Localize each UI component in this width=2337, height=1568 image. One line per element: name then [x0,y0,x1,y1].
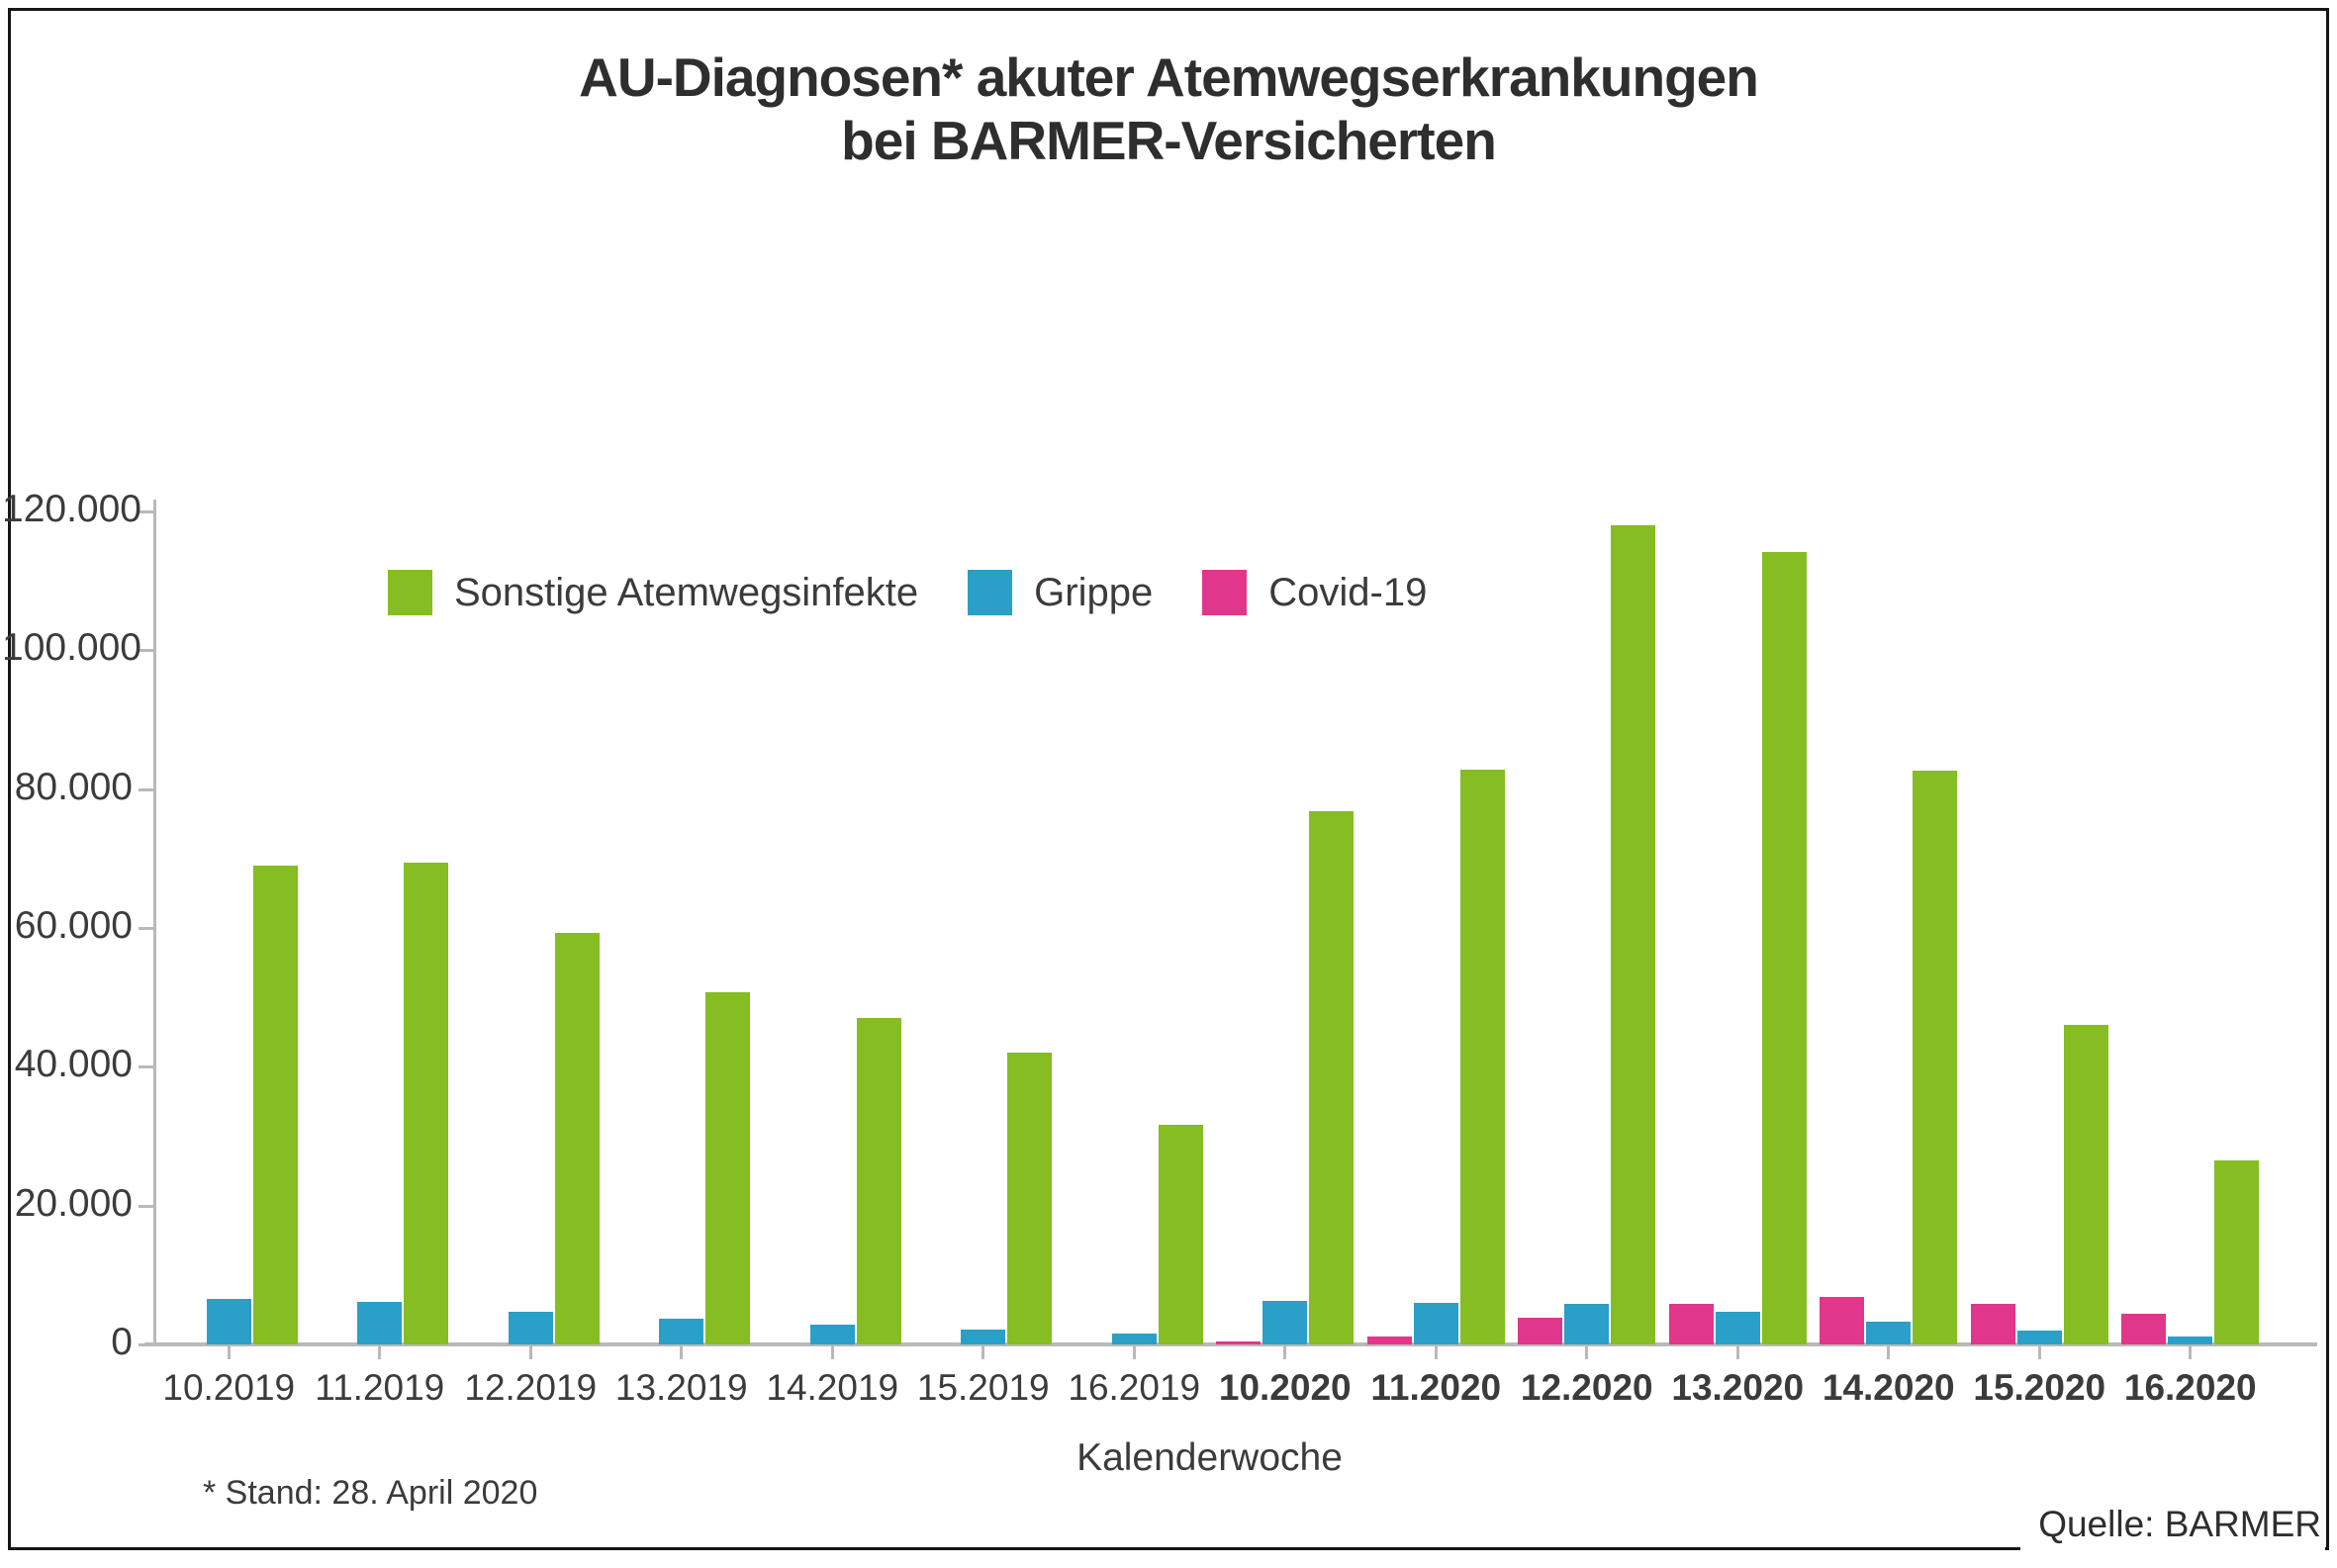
legend-item-covid: Covid-19 [1202,570,1427,615]
y-axis-tick-label: 0 [111,1321,133,1363]
legend-label-sonstige: Sonstige Atemwegsinfekte [454,570,919,614]
x-axis-label-16.2019: 16.2019 [1068,1367,1201,1408]
x-axis-tick [1132,1346,1136,1359]
y-axis-tick-label: 40.000 [14,1043,133,1086]
x-axis-tick [378,1346,382,1359]
bar-covid-19-10.2020 [1216,1341,1261,1344]
x-axis-label-10.2019: 10.2019 [162,1367,296,1408]
bar-grippe-10.2019 [207,1299,251,1344]
x-axis-label-15.2020: 15.2020 [1973,1367,2106,1408]
bar-sonstige-atemwegsinfekte-16.2020 [2214,1160,2259,1344]
bar-sonstige-atemwegsinfekte-14.2019 [857,1018,901,1344]
bar-grippe-13.2020 [1716,1312,1760,1344]
y-axis-tick [139,1204,153,1208]
x-axis-label-15.2019: 15.2019 [916,1367,1050,1408]
bar-sonstige-atemwegsinfekte-15.2020 [2064,1025,2108,1344]
legend-item-sonstige: Sonstige Atemwegsinfekte [388,570,918,615]
bar-grippe-10.2020 [1262,1301,1307,1344]
x-axis-line [144,1342,2317,1346]
bar-grippe-13.2019 [659,1319,703,1344]
bar-grippe-15.2019 [961,1330,1005,1344]
x-axis-tick [1434,1346,1438,1359]
bar-grippe-11.2019 [357,1302,402,1344]
x-axis-tick [2189,1346,2193,1359]
bar-grippe-14.2020 [1866,1322,1911,1344]
y-axis-tick-label: 20.000 [14,1181,133,1225]
x-axis-label-10.2020: 10.2020 [1218,1367,1352,1408]
grippe-swatch-icon [968,570,1013,615]
y-axis-tick [139,510,153,513]
bar-sonstige-atemwegsinfekte-15.2019 [1007,1053,1052,1344]
bar-grippe-12.2020 [1564,1304,1609,1344]
x-axis-tick [982,1346,985,1359]
x-axis-label-12.2020: 12.2020 [1520,1367,1653,1408]
bar-covid-19-11.2020 [1367,1337,1412,1344]
x-axis-tick [1887,1346,1891,1359]
x-axis-title: Kalenderwoche [1076,1436,1343,1479]
bar-sonstige-atemwegsinfekte-11.2020 [1460,770,1505,1344]
bar-grippe-15.2020 [2017,1331,2062,1344]
covid-swatch-icon [1202,570,1248,615]
y-axis-tick [139,1343,153,1346]
bar-sonstige-atemwegsinfekte-16.2019 [1159,1125,1203,1344]
y-axis-line [153,500,156,1346]
x-axis-label-11.2020: 11.2020 [1370,1367,1502,1408]
legend-label-covid: Covid-19 [1268,570,1428,614]
legend-item-grippe: Grippe [968,570,1153,615]
legend: Sonstige Atemwegsinfekte Grippe Covid-19 [388,570,1454,615]
bar-grippe-12.2019 [509,1312,553,1344]
x-axis-label-11.2019: 11.2019 [315,1367,445,1408]
bar-sonstige-atemwegsinfekte-13.2020 [1762,552,1807,1344]
bar-covid-19-16.2020 [2121,1314,2166,1344]
source-credit: Quelle: BARMER [2020,1504,2325,1555]
legend-label-grippe: Grippe [1034,570,1154,614]
y-axis-tick [139,649,153,653]
bar-grippe-14.2019 [810,1325,855,1344]
bar-grippe-16.2019 [1112,1334,1157,1344]
x-axis-tick [227,1346,231,1359]
bar-covid-19-13.2020 [1669,1304,1714,1344]
x-axis-label-13.2019: 13.2019 [614,1367,748,1408]
x-axis-tick [528,1346,532,1359]
x-axis-label-13.2020: 13.2020 [1671,1367,1805,1408]
y-axis-tick [139,1065,153,1069]
x-axis-tick [2037,1346,2041,1359]
bar-sonstige-atemwegsinfekte-12.2020 [1611,525,1655,1344]
x-axis-tick [830,1346,834,1359]
x-axis-label-14.2020: 14.2020 [1822,1367,1955,1408]
y-axis-tick-label: 100.000 [2,626,141,670]
bar-grippe-11.2020 [1414,1303,1458,1344]
y-axis-tick [139,927,153,930]
y-axis-tick-label: 60.000 [14,904,133,947]
y-axis-tick-label: 120.000 [2,488,141,530]
x-axis-tick [1585,1346,1589,1359]
y-axis-tick [139,787,153,791]
chart-title-line1: AU-Diagnosen* akuter Atemwegserkrankunge… [579,46,1759,108]
footnote: * Stand: 28. April 2020 [203,1474,538,1512]
bar-covid-19-12.2020 [1518,1318,1562,1344]
bar-covid-19-15.2020 [1971,1304,2015,1344]
bar-sonstige-atemwegsinfekte-10.2019 [253,866,298,1344]
bar-sonstige-atemwegsinfekte-11.2019 [404,863,448,1344]
bar-sonstige-atemwegsinfekte-10.2020 [1309,811,1354,1344]
x-axis-label-14.2019: 14.2019 [766,1367,899,1408]
sonstige-swatch-icon [388,570,432,615]
x-axis-tick [680,1346,684,1359]
x-axis-tick [1283,1346,1287,1359]
x-axis-label-16.2020: 16.2020 [2123,1367,2257,1408]
y-axis-tick-label: 80.000 [14,765,133,808]
chart-title-line2: bei BARMER-Versicherten [841,110,1497,172]
x-axis-tick [1735,1346,1739,1359]
bar-sonstige-atemwegsinfekte-12.2019 [555,933,600,1344]
x-axis-label-12.2019: 12.2019 [464,1367,598,1408]
bar-grippe-16.2020 [2168,1337,2212,1344]
bar-covid-19-14.2020 [1820,1297,1864,1344]
chart-title: AU-Diagnosen* akuter Atemwegserkrankunge… [0,46,2337,173]
bar-sonstige-atemwegsinfekte-13.2019 [705,992,750,1344]
bar-sonstige-atemwegsinfekte-14.2020 [1913,771,1957,1344]
